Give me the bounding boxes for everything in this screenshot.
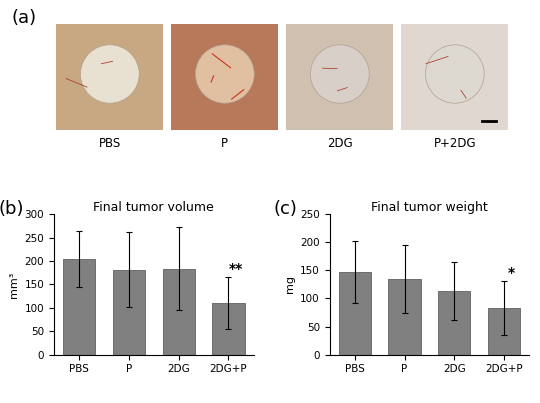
Bar <box>56 24 163 130</box>
Text: P+2DG: P+2DG <box>434 137 476 150</box>
Bar <box>286 24 393 130</box>
Bar <box>212 303 245 355</box>
Y-axis label: mg: mg <box>285 275 294 293</box>
Bar <box>339 272 371 355</box>
Bar <box>388 279 421 355</box>
Ellipse shape <box>195 45 254 103</box>
Bar <box>163 268 195 355</box>
Ellipse shape <box>426 45 484 103</box>
Title: Final tumor volume: Final tumor volume <box>93 201 214 214</box>
Text: (c): (c) <box>274 200 298 218</box>
Text: PBS: PBS <box>99 137 121 150</box>
Bar <box>63 259 96 355</box>
Text: (b): (b) <box>0 200 24 218</box>
Y-axis label: mm³: mm³ <box>9 271 19 298</box>
Ellipse shape <box>80 45 139 103</box>
Text: P: P <box>221 137 228 150</box>
Ellipse shape <box>310 45 369 103</box>
Text: **: ** <box>229 262 243 276</box>
Text: (a): (a) <box>11 9 36 27</box>
Bar <box>401 24 508 130</box>
Bar <box>488 308 520 355</box>
Bar <box>113 270 145 355</box>
Text: 2DG: 2DG <box>327 137 353 150</box>
Text: *: * <box>508 266 515 280</box>
Bar <box>438 291 470 355</box>
Bar <box>171 24 278 130</box>
Title: Final tumor weight: Final tumor weight <box>371 201 488 214</box>
